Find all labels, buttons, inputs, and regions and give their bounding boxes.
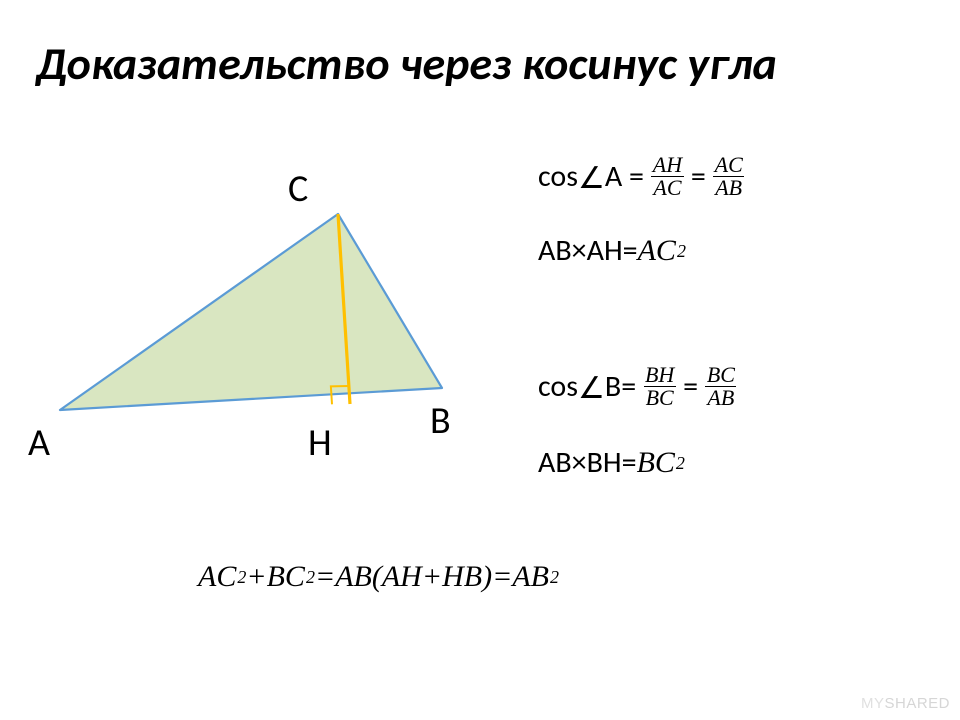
paren-close: ) [482,560,492,594]
term-ah: AH [382,560,422,594]
rhs-base: AC [638,234,676,268]
vertex-b-label: B [430,398,451,444]
equation-cos-b: cos ∠ B = BH BC = BC AB [538,364,737,409]
equation-cos-a: cos ∠ A = AH AC = AC AB [538,154,745,199]
equals-text: = [684,158,713,195]
watermark-my: MY [861,695,885,712]
frac-num: AH [651,154,684,176]
cos-text: cos [538,368,578,405]
term-ab: AB [335,560,372,594]
vertex-a-label: A [28,420,50,466]
equals-text: = [622,158,651,195]
triangle-diagram [24,170,484,470]
equals-text: = [315,560,335,594]
fraction-2: BC AB [705,364,737,409]
equation-final: AC 2 + BC 2 = AB ( AH + HB ) = AB 2 [198,560,559,594]
fraction-1: BH BC [643,364,676,409]
watermark: MYSHARED [861,695,950,712]
term-bc: BC [267,560,305,594]
rhs-base: BC [637,446,675,480]
term-hb: HB [442,560,482,594]
equals-text: = [676,368,705,405]
page-title: Доказательство через косинус угла [36,36,777,92]
angle-icon: ∠ [578,160,605,197]
angle-var: B [605,368,621,405]
angle-var: A [605,158,622,195]
frac-den: AB [713,176,744,199]
paren-open: ( [372,560,382,594]
vertex-c-label: C [288,166,308,212]
plus-text: + [422,560,442,594]
lhs-text: AB×AH= [538,232,638,269]
equals-text: = [492,560,512,594]
vertex-h-label: H [308,420,332,466]
equals-text: = [621,368,643,405]
frac-num: AC [713,154,745,176]
frac-den: AB [705,386,736,409]
frac-num: BH [643,364,676,386]
fraction-2: AC AB [713,154,745,199]
equation-ab-ah: AB×AH= AC 2 [538,232,686,269]
term-ab2: AB [512,560,549,594]
lhs-text: AB×BH= [538,444,637,481]
frac-den: BC [644,386,676,409]
watermark-shared: SHARED [884,695,950,712]
fraction-1: AH AC [651,154,684,199]
plus-text: + [246,560,266,594]
equation-ab-bh: AB×BH= BC 2 [538,444,685,481]
angle-icon: ∠ [578,370,605,407]
term-ac: AC [198,560,236,594]
frac-den: AC [651,176,683,199]
cos-text: cos [538,158,578,195]
frac-num: BC [705,364,737,386]
